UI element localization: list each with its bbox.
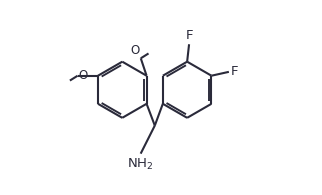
Text: O: O <box>130 44 140 57</box>
Text: O: O <box>79 69 88 82</box>
Text: NH$_2$: NH$_2$ <box>127 157 153 172</box>
Text: F: F <box>231 65 239 78</box>
Text: F: F <box>185 29 193 42</box>
